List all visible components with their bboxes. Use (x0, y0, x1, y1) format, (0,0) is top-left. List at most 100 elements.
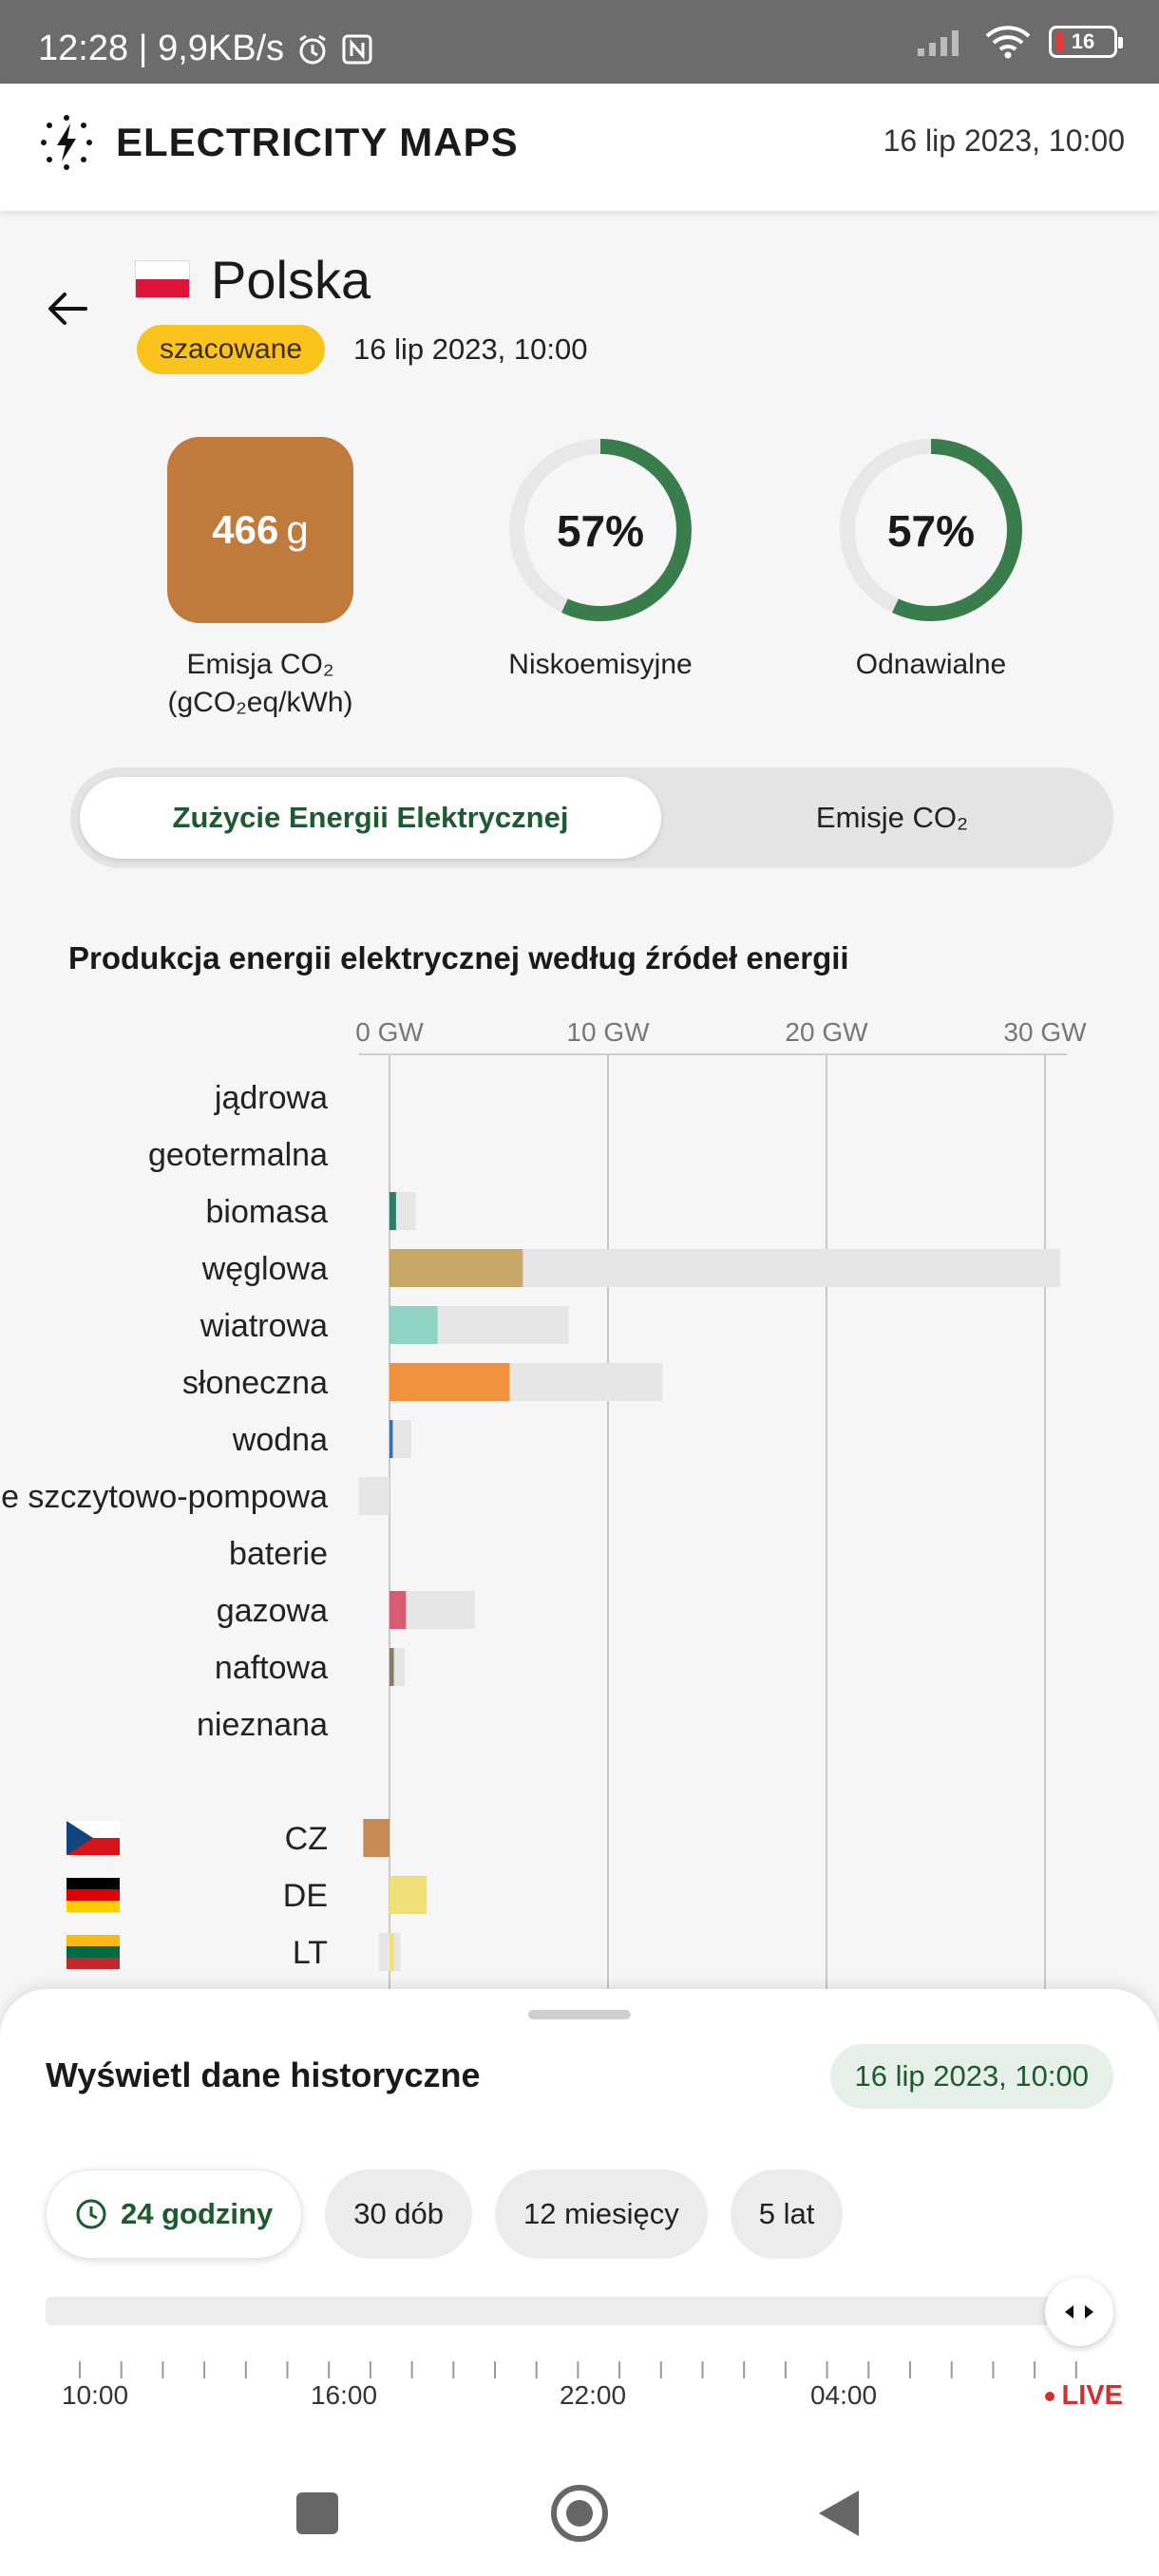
status-left: 12:28 | 9,9KB/s (38, 28, 373, 69)
header-datetime: 16 lip 2023, 10:00 (883, 123, 1125, 158)
range-24h[interactable]: 24 godziny (46, 2169, 303, 2259)
production-bar (390, 1363, 510, 1401)
co2-unit: g (286, 507, 309, 552)
estimated-badge[interactable]: szacowane (137, 325, 326, 374)
time-label: 04:00 (809, 2380, 878, 2410)
flag-stripe (66, 1958, 120, 1969)
x-tick-label: 20 GW (785, 1017, 868, 1047)
back-icon[interactable] (819, 2491, 859, 2536)
nfc-icon (342, 34, 372, 64)
wifi-icon (985, 26, 1031, 59)
flag-stripe (66, 1878, 120, 1889)
live-indicator[interactable]: LIVE (1044, 2380, 1123, 2412)
live-label: LIVE (1061, 2380, 1123, 2411)
status-bar: 12:28 | 9,9KB/s 16 (0, 0, 1159, 84)
range-30d[interactable]: 30 dób (325, 2169, 473, 2259)
time-slider-knob[interactable] (1045, 2278, 1113, 2346)
system-navbar (0, 2454, 1159, 2576)
capacity-bar (390, 1420, 411, 1458)
alarm-icon (299, 34, 326, 64)
source-label: wodna (232, 1422, 328, 1458)
source-label: baterie (229, 1536, 328, 1572)
exchange-label: DE (283, 1878, 328, 1914)
electricity-maps-logo[interactable] (36, 112, 97, 173)
history-title: Wyświetl dane historyczne (46, 2055, 481, 2094)
range-24h-label: 24 godziny (121, 2197, 274, 2230)
x-tick-label: 0 GW (355, 1017, 424, 1047)
time-label: 10:00 (61, 2380, 129, 2410)
production-bar (390, 1306, 438, 1344)
view-toggle: Zużycie Energii Elektrycznej Emisje CO₂ (70, 767, 1113, 868)
time-label: 16:00 (310, 2380, 378, 2410)
source-label: wiatrowa (200, 1308, 328, 1344)
production-bar (390, 1192, 396, 1230)
exchange-bar (390, 1933, 394, 1971)
co2-value: 466 (212, 507, 279, 552)
low-carbon-ring-fill (509, 439, 692, 621)
source-label: węglowa (201, 1251, 328, 1287)
chart-title: Produkcja energii elektrycznej według źr… (68, 940, 849, 975)
renewable-ring-fill (840, 439, 1022, 621)
production-chart: 0 GW 10 GW 20 GW 30 GW jądrowa geotermalna bio… (0, 1017, 1087, 1995)
signal-icon (918, 30, 959, 56)
exchange-bar (363, 1819, 390, 1857)
toggle-co2-emissions[interactable]: Emisje CO₂ (815, 801, 969, 834)
exchange-label: LT (293, 1935, 328, 1971)
status-time: 12:28 | 9,9KB/s (38, 28, 285, 68)
timeline-ticks (79, 2361, 1077, 2378)
x-tick-label: 30 GW (1003, 1017, 1087, 1047)
source-label: nieznana (197, 1707, 328, 1743)
zone-name: Polska (211, 250, 371, 310)
source-label: magazynowanie szczytowo-pompowa (0, 1479, 328, 1515)
production-bar (390, 1249, 523, 1287)
source-label: słoneczna (182, 1365, 328, 1401)
range-5y[interactable]: 5 lat (730, 2169, 844, 2259)
source-label: gazowa (217, 1593, 328, 1629)
battery-icon: 16 (1049, 26, 1123, 58)
range-selector: 24 godziny 30 dób 12 miesięcy 5 lat (46, 2169, 844, 2259)
source-label: biomasa (205, 1194, 328, 1230)
production-bar (390, 1648, 394, 1686)
co2-label-line1: Emisja CO₂ (186, 649, 334, 680)
renewable-ring: 57% (836, 435, 1026, 625)
low-carbon-value: 57% (556, 506, 645, 556)
app-title: ELECTRICITY MAPS (116, 120, 519, 164)
status-right: 16 (916, 25, 1123, 59)
flag-stripe (66, 1889, 120, 1901)
x-tick-label: 10 GW (566, 1017, 650, 1047)
history-date: 16 lip 2023, 10:00 (829, 2044, 1113, 2109)
co2-intensity-box: 466 g (167, 437, 353, 623)
clock-icon (76, 2199, 106, 2229)
toggle-electricity-consumption[interactable]: Zużycie Energii Elektrycznej (80, 777, 661, 859)
source-label: jądrowa (214, 1080, 328, 1116)
time-slider-track[interactable] (46, 2297, 1100, 2325)
slider-arrows-icon (1065, 2305, 1093, 2319)
live-dot (1044, 2391, 1054, 2401)
flag-stripe (66, 1946, 120, 1958)
co2-label-line2: (gCO₂eq/kWh) (167, 687, 353, 718)
flag-triangle (66, 1821, 93, 1855)
exchange-label: CZ (285, 1821, 328, 1857)
home-icon[interactable] (551, 2485, 608, 2542)
production-bar (390, 1591, 407, 1629)
sheet-handle[interactable] (528, 2010, 631, 2019)
history-sheet: Wyświetl dane historyczne 16 lip 2023, 1… (0, 1989, 1159, 2454)
back-arrow-icon[interactable] (44, 285, 91, 332)
exchange-bar (390, 1876, 428, 1914)
poland-flag-icon (135, 260, 190, 298)
source-label: geotermalna (148, 1137, 328, 1173)
flag-stripe (66, 1935, 120, 1946)
range-12m[interactable]: 12 miesięcy (495, 2169, 708, 2259)
app-header: ELECTRICITY MAPS 16 lip 2023, 10:00 (0, 84, 1159, 211)
recent-apps-icon[interactable] (296, 2492, 338, 2534)
zone-datetime: 16 lip 2023, 10:00 (353, 332, 588, 366)
renewable-value: 57% (886, 506, 976, 556)
source-label: naftowa (215, 1650, 328, 1686)
battery-level: 16 (1071, 29, 1095, 53)
low-carbon-ring: 57% (505, 435, 695, 625)
low-carbon-label: Niskoemisyjne (508, 649, 693, 680)
production-bar (390, 1420, 393, 1458)
renewable-label: Odnawialne (855, 649, 1007, 680)
capacity-bar (358, 1477, 390, 1515)
time-label: 22:00 (559, 2380, 627, 2410)
